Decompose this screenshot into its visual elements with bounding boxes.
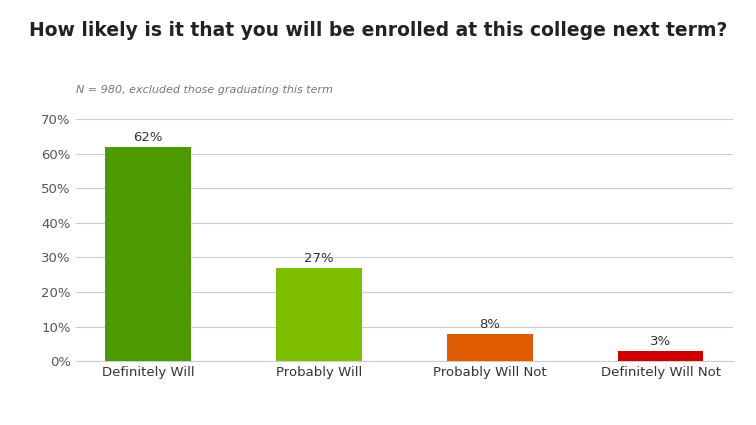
Text: 27%: 27%	[304, 252, 334, 265]
Bar	[106, 147, 191, 361]
Bar	[447, 334, 532, 361]
Text: 8%: 8%	[479, 318, 500, 331]
Bar	[618, 351, 703, 361]
Bar	[277, 268, 362, 361]
Text: 3%: 3%	[650, 335, 671, 348]
Text: N = 980, excluded those graduating this term: N = 980, excluded those graduating this …	[76, 85, 333, 95]
Text: How likely is it that you will be enrolled at this college next term?: How likely is it that you will be enroll…	[29, 21, 727, 40]
Text: 62%: 62%	[134, 131, 163, 144]
